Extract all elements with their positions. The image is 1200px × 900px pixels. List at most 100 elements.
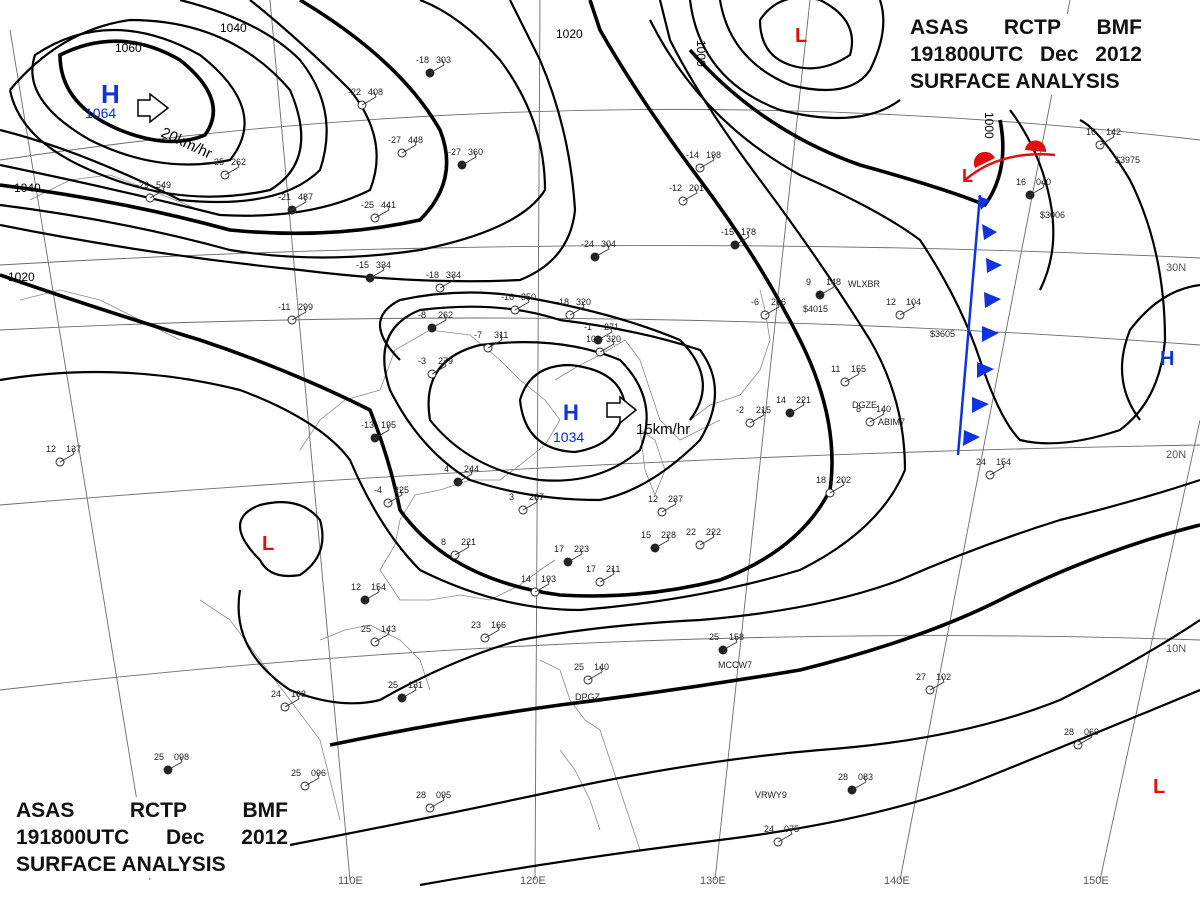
station-pressure: 143 xyxy=(381,624,396,634)
station-plot: -2 215 xyxy=(736,405,771,428)
station-temperature: -2 xyxy=(736,405,744,415)
wind-barb-icon xyxy=(224,160,240,176)
station-temperature: 28 xyxy=(1064,727,1074,737)
station-pressure: 221 xyxy=(796,395,811,405)
station-id: VRWY9 xyxy=(755,790,787,800)
station-pressure: 193 xyxy=(541,574,556,584)
wind-barb-icon xyxy=(1077,730,1093,746)
station-temperature: -12 xyxy=(669,183,682,193)
warm-front xyxy=(964,140,1056,181)
station-pressure: 148 xyxy=(826,277,841,287)
station-pressure: 201 xyxy=(689,183,704,193)
station-temperature: 8 xyxy=(856,404,861,414)
station-temperature: 9 xyxy=(806,277,811,287)
wind-barb-icon xyxy=(167,755,183,771)
lat-label: 30N xyxy=(1166,262,1186,274)
station-plot: 8 140 xyxy=(856,404,891,427)
high-pressure-1034: H 1034 15km/hr xyxy=(553,395,690,445)
station-pressure: 083 xyxy=(858,772,873,782)
station-temperature: 12 xyxy=(46,444,56,454)
station-temperature: 28 xyxy=(838,772,848,782)
station-temperature: 11 xyxy=(831,364,840,374)
motion-speed: 15km/hr xyxy=(636,421,690,438)
station-pressure: 040 xyxy=(1036,177,1051,187)
analysis-month: Dec xyxy=(1039,43,1079,66)
station-plot: 18 202 xyxy=(816,475,851,498)
station-plot: 3 267 xyxy=(509,492,544,515)
station-id: DPGZ xyxy=(575,692,601,702)
station-plot: -8 262 xyxy=(418,310,453,333)
wind-barb-icon xyxy=(304,771,320,787)
station-pressure: 262 xyxy=(231,157,246,167)
low-pressure-front: L xyxy=(962,166,973,186)
wind-barb-icon xyxy=(364,585,380,601)
station-pressure: 334 xyxy=(376,260,391,270)
wind-barb-icon xyxy=(374,423,390,439)
station-plot: -18 334 xyxy=(426,270,461,293)
wind-barb-icon xyxy=(699,153,715,169)
station-plot: 4 244 xyxy=(444,464,479,487)
wind-barb-icon xyxy=(284,692,300,708)
wind-barb-icon xyxy=(599,337,615,353)
station-plot: 14 193 xyxy=(521,574,556,597)
station-plot: -21 487 xyxy=(278,192,313,215)
wind-barb-icon xyxy=(439,273,455,289)
station-plot: 25 096 xyxy=(291,768,326,791)
station-temperature: 17 xyxy=(586,564,596,574)
high-value: 1064 xyxy=(85,105,116,121)
lon-label: 120E xyxy=(520,875,546,887)
station-id: $3605 xyxy=(930,329,955,339)
station-temperature: -11 xyxy=(278,302,290,312)
low-letter: L xyxy=(262,533,274,555)
wind-barb-icon xyxy=(567,547,583,563)
station-pressure: 166 xyxy=(491,620,506,630)
wind-barb-icon xyxy=(431,359,447,375)
station-pressure: 228 xyxy=(661,530,676,540)
analysis-year: 2012 xyxy=(241,826,288,849)
wind-barb-icon xyxy=(722,635,738,651)
wind-barb-icon xyxy=(361,90,377,106)
analysis-type: SURFACE ANALYSIS xyxy=(16,853,226,876)
cold-front xyxy=(956,194,1002,456)
isobar-label: 1040 xyxy=(14,181,41,195)
station-plot: 24 075 xyxy=(764,824,799,847)
station-temperature: -13 xyxy=(361,420,374,430)
station-id: DGZE xyxy=(852,400,877,410)
lon-label: 140E xyxy=(884,875,910,887)
station-pressure: 095 xyxy=(436,790,451,800)
station-temperature: 23 xyxy=(471,620,481,630)
wind-barb-icon xyxy=(599,567,615,583)
station-temperature: 8 xyxy=(441,537,446,547)
wind-barb-icon xyxy=(829,478,845,494)
wind-barb-icon xyxy=(1099,130,1115,146)
station-temperature: 24 xyxy=(764,824,774,834)
station-ids: DPGZ MCCW7 VRWY9 WLXBR ABIM7 DGZE $3605 … xyxy=(575,155,1140,800)
wind-barb-icon xyxy=(682,186,698,202)
motion-arrow-icon xyxy=(606,395,638,425)
station-pressure: 299 xyxy=(298,302,313,312)
wind-barb-icon xyxy=(899,300,915,316)
station-id: MCCW7 xyxy=(718,660,752,670)
station-temperature: 28 xyxy=(416,790,426,800)
station-pressure: 222 xyxy=(706,527,721,537)
station-pressure: 279 xyxy=(438,356,453,366)
longitude-labels: 110E 120E 130E 140E 150E xyxy=(338,875,1109,887)
station-pressure: 360 xyxy=(468,147,483,157)
latitude-labels: 30N 20N 10N xyxy=(1166,262,1186,655)
station-pressure: 158 xyxy=(729,632,744,642)
wind-barb-icon xyxy=(429,58,445,74)
station-plot: 8 221 xyxy=(441,537,476,560)
station-temperature: 15 xyxy=(641,530,651,540)
wind-barb-icon xyxy=(989,460,1005,476)
station-temperature: 12 xyxy=(886,297,896,307)
station-plot: 24 154 xyxy=(976,457,1011,480)
wind-barb-icon xyxy=(374,627,390,643)
lon-label: 150E xyxy=(1083,875,1109,887)
station-temperature: -35 xyxy=(211,157,224,167)
station-plot: -12 201 xyxy=(669,183,704,206)
wind-barb-icon xyxy=(487,333,503,349)
station-code: RCTP xyxy=(129,799,188,822)
low-pressure-southeast: L xyxy=(1153,776,1165,798)
station-temperature: 25 xyxy=(154,752,164,762)
